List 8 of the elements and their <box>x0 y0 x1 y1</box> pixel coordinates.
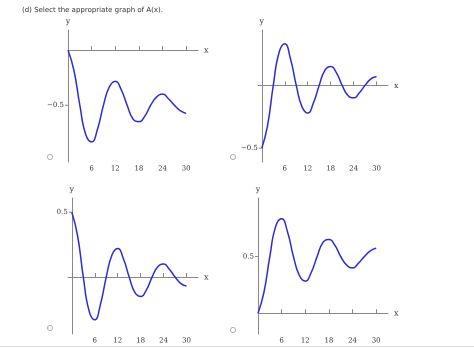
x-axis-title: x <box>204 46 209 55</box>
x-axis-title: x <box>394 80 399 90</box>
y-axis-title: y <box>254 184 261 194</box>
x-axis-title: x <box>394 308 399 318</box>
y-axis-title: y <box>68 184 75 194</box>
x-axis-title: x <box>204 272 209 282</box>
y-axis-title: y <box>64 16 71 26</box>
y-axis-title: y <box>258 16 265 26</box>
